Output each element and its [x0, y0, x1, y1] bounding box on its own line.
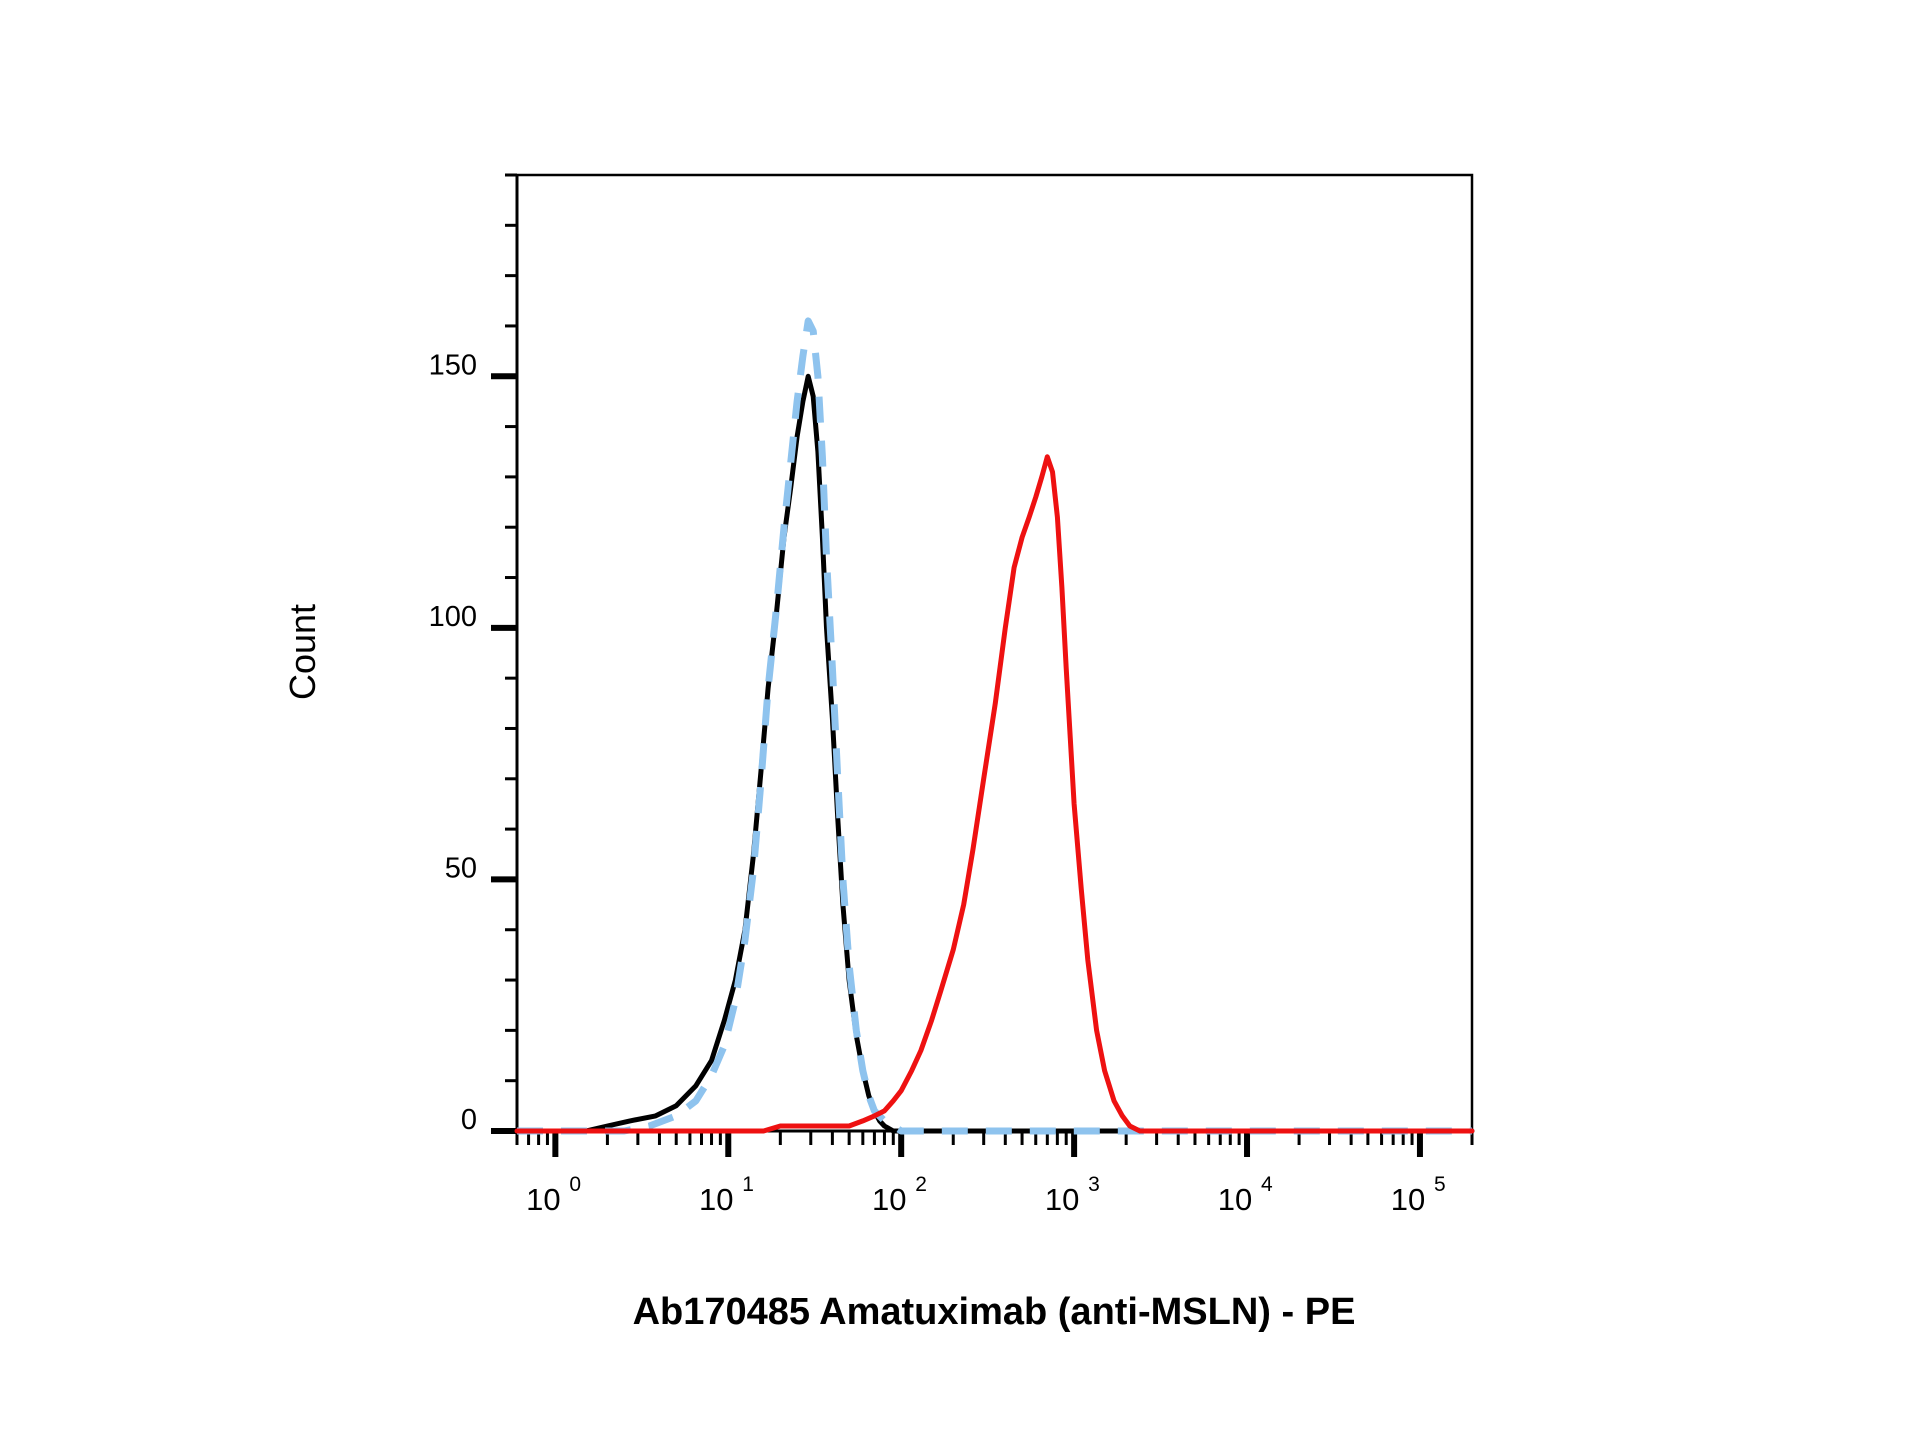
series-line-1: [514, 373, 1475, 1134]
series-layer: [514, 317, 1475, 1135]
x-tick-label-exponent: 1: [742, 1173, 754, 1196]
x-tick-label-base: 10: [1218, 1182, 1252, 1217]
x-tick-label-exponent: 4: [1261, 1173, 1273, 1196]
x-tick-label-exponent: 5: [1434, 1173, 1446, 1196]
y-tick-label: 0: [461, 1104, 477, 1136]
x-tick-label-exponent: 0: [569, 1173, 581, 1196]
x-tick-label-base: 10: [1045, 1182, 1079, 1217]
y-tick-label: 50: [445, 852, 477, 884]
x-tick-label-exponent: 3: [1088, 1173, 1100, 1196]
x-tick-label-exponent: 2: [915, 1173, 927, 1196]
x-axis: 10 0 10 1 10 2 10 3 10 4 10 5: [513, 1129, 1474, 1217]
y-tick-label: 150: [429, 349, 477, 381]
y-axis-label: Count: [282, 604, 323, 700]
plot-frame: [515, 173, 1474, 1133]
x-tick-label-base: 10: [699, 1182, 733, 1217]
y-tick-label: 100: [429, 601, 477, 633]
x-tick-label-base: 10: [872, 1182, 906, 1217]
series-line-2: [517, 317, 1472, 1135]
x-tick-label-base: 10: [526, 1182, 560, 1217]
x-axis-label: Ab170485 Amatuximab (anti-MSLN) - PE: [633, 1291, 1356, 1333]
y-axis: 0 50 100 150: [429, 173, 519, 1136]
series-line-3: [514, 454, 1475, 1134]
x-tick-label-base: 10: [1391, 1182, 1425, 1217]
